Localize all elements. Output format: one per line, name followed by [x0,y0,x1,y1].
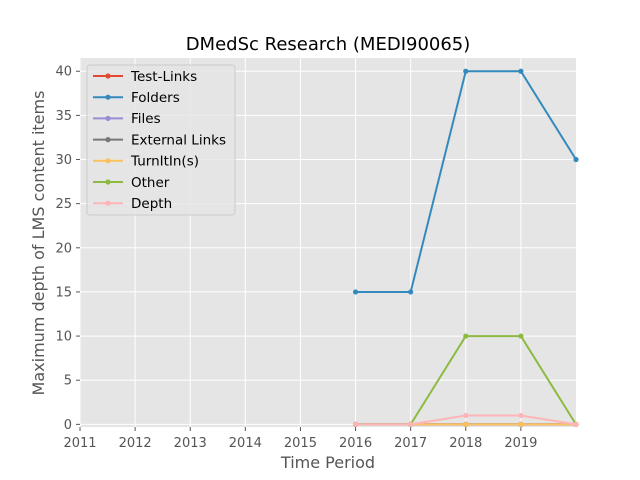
x-tick-label: 2017 [394,436,427,451]
data-point-depth [518,412,524,419]
series-depth [352,412,579,427]
legend-marker [105,73,111,79]
x-tick-label: 2016 [339,436,372,451]
data-point-depth [408,421,414,427]
legend-marker [105,158,111,164]
series-folders [352,68,579,295]
data-point-depth [573,421,579,427]
data-point-folders [408,289,414,295]
y-tick-label: 10 [55,330,72,345]
x-axis-label: Time Period [280,453,375,472]
y-tick-label: 15 [55,285,72,300]
data-point-depth [463,412,469,419]
y-tick-label: 35 [55,109,72,124]
x-axis-ticks: 2011 2012 2013 2014 2015 2016 2017 2018 2019 [63,427,537,451]
legend-box [86,64,236,216]
legend-entry-other: Other [93,175,170,191]
legend-marker [105,179,111,185]
legend-label: Other [131,175,170,191]
y-tick-label: 25 [55,197,72,212]
data-point-turnitin-s [518,421,524,427]
legend: Test-Links Folders Files External Links Turn… [86,64,236,216]
x-tick-label: 2018 [449,436,482,451]
legend-entry-turnitin-s: TurnItIn(s) [93,154,199,170]
data-point-folders [573,156,579,163]
x-tick-label: 2013 [174,436,207,451]
data-point-turnitin-s [463,421,469,427]
data-point-folders [518,68,524,74]
x-tick-label: 2014 [229,436,262,451]
legend-label: Files [131,111,161,127]
legend-label: Depth [131,196,172,212]
y-tick-label: 0 [64,418,72,433]
legend-entry-depth: Depth [93,196,172,212]
x-tick-label: 2019 [504,436,537,451]
y-tick-label: 40 [55,65,72,80]
y-tick-label: 30 [55,153,72,168]
legend-entry-test-links: Test-Links [93,69,197,85]
legend-label: Folders [131,90,180,106]
series-layer [352,68,579,427]
legend-entry-folders: Folders [93,90,180,106]
y-axis-ticks: 0 5 10 15 20 25 30 35 40 [55,65,80,433]
y-tick-label: 20 [55,241,72,256]
legend-label: TurnItIn(s) [130,154,199,170]
legend-marker [105,115,111,121]
legend-label: External Links [131,132,226,148]
x-tick-label: 2015 [284,436,317,451]
legend-entry-files: Files [93,111,161,127]
grid [79,58,576,427]
data-point-other [518,333,524,339]
chart-title: DMedSc Research (MEDI90065) [186,34,471,55]
data-point-other [463,333,469,339]
legend-marker [105,200,111,206]
legend-marker [105,137,111,143]
data-point-folders [463,68,469,74]
x-tick-label: 2011 [63,436,96,451]
y-tick-label: 5 [64,374,72,389]
legend-marker [105,94,111,100]
y-axis-label: Maximum depth of LMS content items [29,91,48,396]
legend-label: Test-Links [130,69,197,85]
data-point-folders [352,289,359,295]
x-tick-label: 2012 [119,436,152,451]
legend-entry-external-links: External Links [93,132,226,148]
data-point-depth [352,421,359,427]
